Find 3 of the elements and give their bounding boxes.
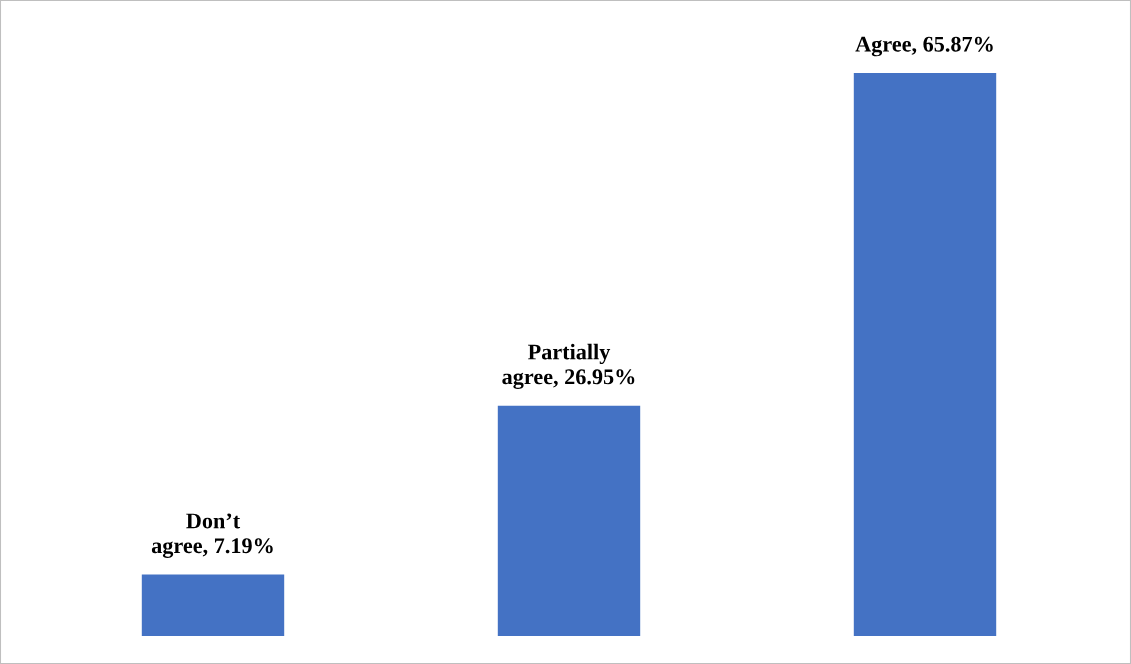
data-label: Don’t agree, 7.19% [151, 513, 273, 558]
data-label: Agree, 65.87% [855, 36, 993, 57]
data-label: Partially agree, 26.95% [502, 343, 635, 389]
